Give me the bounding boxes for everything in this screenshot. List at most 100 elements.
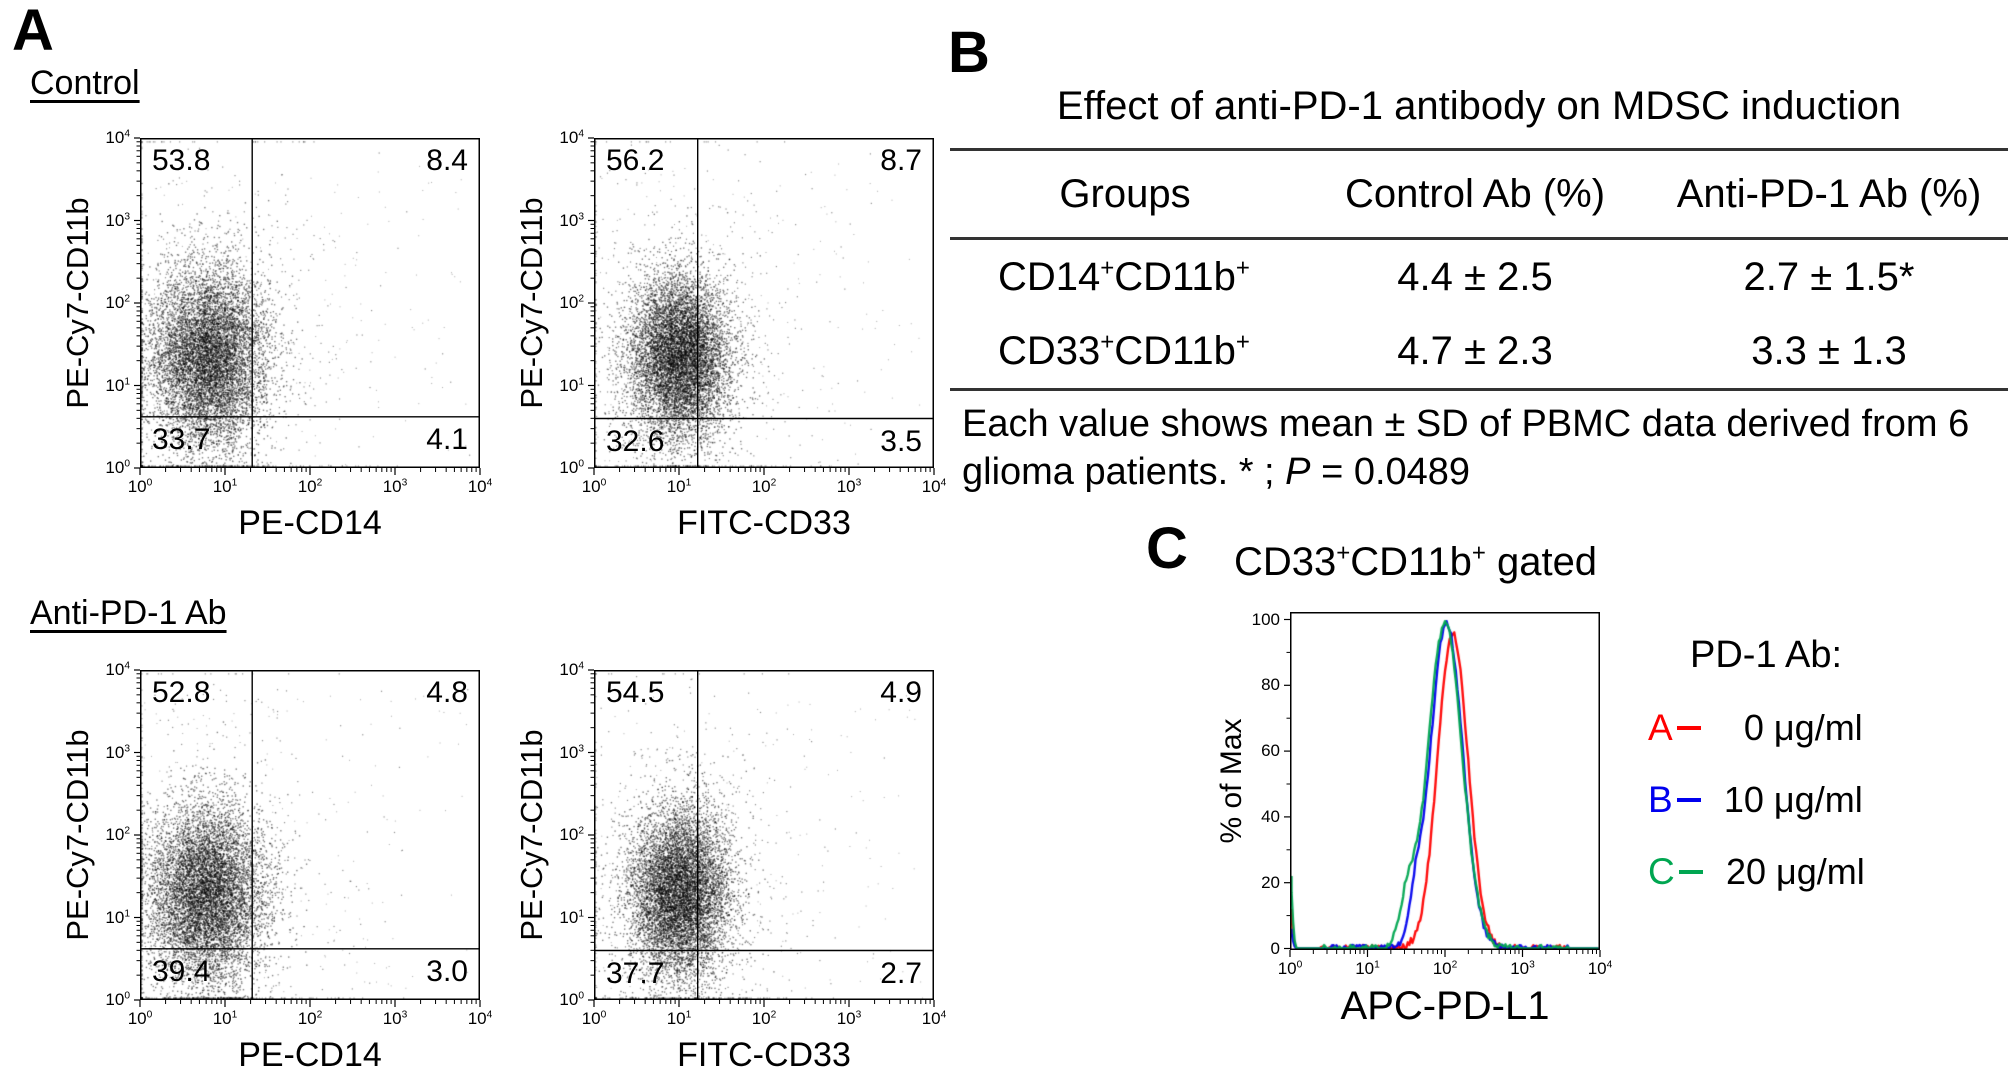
legend-label-a: 0 μg/ml [1743,707,1863,748]
tick-label: 103 [836,1009,862,1028]
quadrant-value-lower-right: 3.0 [426,954,468,988]
tick-label: 102 [751,477,777,496]
tick-label: 103 [836,477,862,496]
quadrant-value-lower-right: 4.1 [426,422,468,456]
histogram-title: CD33+CD11b+ gated [1234,539,1598,584]
quadrant-value-upper-left: 54.5 [606,676,665,709]
table-row: CD14+CD11b+ 4.4 ± 2.5 2.7 ± 1.5* [950,240,2008,314]
histogram-legend: PD-1 Ab: A 0 μg/ml B 10 μg/ml C 20 μg/ml [1648,634,1865,893]
tick-label: 104 [467,1009,493,1028]
table-header-groups: Groups [1059,171,1191,216]
tick-label: 104 [105,128,130,147]
tick-label: 101 [212,477,238,496]
y-axis-label: PE-Cy7-CD11b [60,729,95,941]
p-value-symbol: P [1285,451,1311,493]
flow-plot-control-cd14: PE-Cy7-CD11b 53.8 8.4 33.7 4.1 PE-CD14 1… [60,128,492,542]
x-axis-label: PE-CD14 [238,1036,382,1074]
tick-label: 40 [1261,806,1280,826]
plot-frame [588,669,935,1007]
legend-key-b: B [1648,779,1673,820]
legend-key-c: C [1648,851,1675,892]
quadrant-value-lower-left: 37.7 [606,956,665,990]
legend-label-b: 10 μg/ml [1723,779,1863,820]
tick-label: 101 [105,375,130,395]
table-cell-group: CD33+CD11b+ [998,328,1250,373]
table-footnote: Each value shows mean ± SD of PBMC data … [962,400,2008,496]
tick-label: 103 [105,742,130,762]
tick-label: 100 [1251,609,1280,629]
tick-label: 104 [921,1009,947,1028]
tick-label: 103 [1510,959,1535,978]
tick-label: 100 [105,990,130,1009]
legend-item-a: A 0 μg/ml [1648,707,1865,749]
tick-label: 103 [559,210,584,230]
tick-label: 60 [1261,741,1280,761]
flow-plot-control-cd33: PE-Cy7-CD11b 56.2 8.7 32.6 3.5 FITC-CD33… [514,128,946,542]
tick-label: 102 [559,293,584,312]
tick-label: 104 [559,660,584,679]
tick-label: 100 [559,990,584,1009]
x-axis-label: APC-PD-L1 [1340,984,1550,1028]
tick-label: 103 [382,477,408,496]
tick-label: 101 [105,907,130,927]
y-axis-label: PE-Cy7-CD11b [60,197,95,409]
tick-label: 100 [1277,959,1303,978]
histogram-canvas [1290,612,1600,950]
quadrant-value-lower-right: 3.5 [880,424,922,458]
table-cell-anti-value: 3.3 ± 1.3 [1751,328,1907,373]
legend-title: PD-1 Ab: [1690,634,1843,676]
quadrant-value-lower-left: 39.4 [152,954,211,988]
tick-label: 80 [1261,675,1280,695]
plot-frame [134,137,481,475]
quadrant-value-upper-left: 56.2 [606,144,665,177]
tick-label: 100 [127,477,153,496]
tick-label: 102 [297,1009,323,1028]
tick-label: 102 [559,825,584,844]
quadrant-value-upper-right: 4.8 [426,676,468,709]
histogram-plot: % of Max APC-PD-L1 100 101 102 103 104 0 20 40 6… [1215,610,1612,1029]
tick-label: 104 [467,477,493,496]
table-cell-group: CD14+CD11b+ [998,254,1250,299]
table-header-anti-pd1-ab: Anti-PD-1 Ab (%) [1676,171,1982,216]
tick-label: 103 [382,1009,408,1028]
tick-label: 100 [581,477,607,496]
quadrant-value-upper-right: 4.9 [880,676,922,709]
table-cell-anti-value: 2.7 ± 1.5* [1743,254,1915,299]
quadrant-value-upper-left: 53.8 [152,144,211,177]
legend-line-blue [1676,798,1701,802]
flow-plot-antipd1-cd14: PE-Cy7-CD11b 52.8 4.8 39.4 3.0 PE-CD14 1… [60,660,492,1074]
scatter-canvas [140,670,480,1000]
table-cell-control-value: 4.4 ± 2.5 [1397,254,1553,299]
table-header-control-ab: Control Ab (%) [1344,171,1606,216]
tick-label: 101 [559,375,584,395]
flow-plot-antipd1-cd33: PE-Cy7-CD11b 54.5 4.9 37.7 2.7 FITC-CD33… [514,660,946,1074]
y-axis-label: PE-Cy7-CD11b [514,197,549,409]
footnote-line-1: Each value shows mean ± SD of PBMC data … [962,403,1970,445]
footnote-line-2: glioma patients. * ; P = 0.0489 [962,451,1471,493]
tick-label: 101 [666,1009,692,1028]
quadrant-value-upper-right: 8.7 [880,144,922,177]
tick-label: 100 [105,458,130,477]
tick-label: 101 [212,1009,238,1028]
table-title: Effect of anti-PD-1 antibody on MDSC ind… [1056,84,1902,128]
tick-label: 102 [297,477,323,496]
x-axis-label: PE-CD14 [238,504,382,542]
table-header-row: Groups Control Ab (%) Anti-PD-1 Ab (%) [950,151,2008,240]
scatter-canvas [594,138,934,468]
quadrant-value-upper-right: 8.4 [426,144,468,177]
y-axis-label: PE-Cy7-CD11b [514,729,549,941]
table-cell-control-value: 4.7 ± 2.3 [1397,328,1553,373]
tick-label: 104 [559,128,584,147]
tick-label: 104 [105,660,130,679]
tick-label: 100 [127,1009,153,1028]
tick-label: 104 [921,477,947,496]
plot-frame [588,137,935,475]
scatter-canvas [140,138,480,468]
tick-label: 103 [105,210,130,230]
x-axis-label: FITC-CD33 [677,504,851,542]
tick-label: 102 [105,825,130,844]
legend-label-c: 20 μg/ml [1725,851,1865,892]
panel-b-label: B [948,20,990,85]
quadrant-value-lower-left: 32.6 [606,424,665,458]
